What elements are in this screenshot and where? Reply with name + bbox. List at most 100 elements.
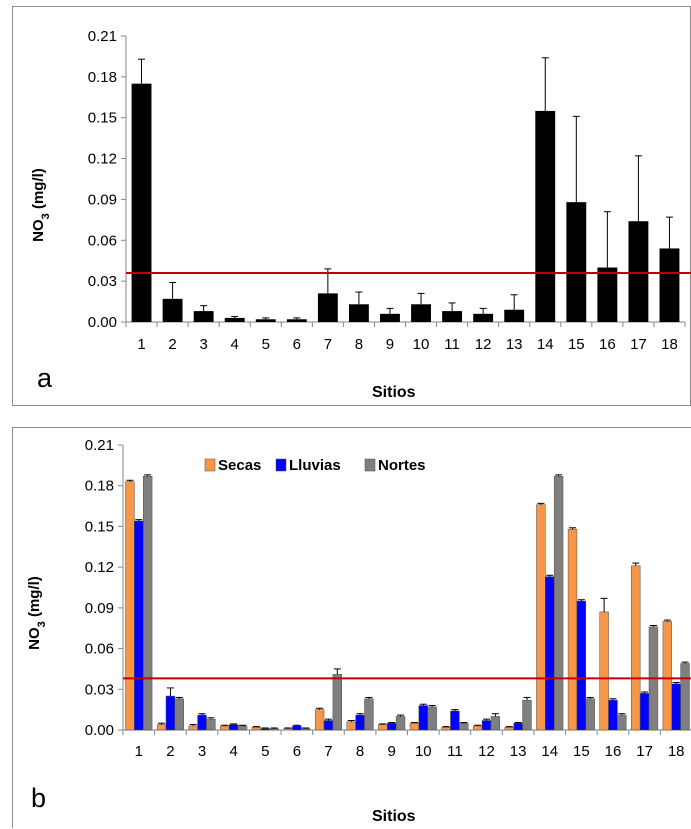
legend-label-secas: Secas <box>218 457 261 474</box>
legend-label-nortes: Nortes <box>378 457 426 474</box>
x-tick-label: 6 <box>293 336 301 353</box>
x-tick-label: 4 <box>229 743 237 760</box>
bar-lluvias <box>228 724 239 731</box>
x-tick-label: 2 <box>168 336 176 353</box>
bar-nortes <box>364 698 374 731</box>
x-tick-label: 7 <box>324 336 332 353</box>
bar-nortes <box>206 718 216 731</box>
bar-secas <box>441 727 451 731</box>
bar-secas <box>536 504 546 731</box>
x-tick-label: 3 <box>198 743 206 760</box>
x-tick-label: 12 <box>475 336 492 353</box>
bar-series <box>504 309 525 322</box>
bar-lluvias <box>513 722 523 731</box>
x-tick-label: 18 <box>661 336 678 353</box>
panel-label-a: a <box>37 363 53 393</box>
bar-series <box>659 248 680 322</box>
bar-series <box>411 304 431 322</box>
bar-nortes <box>174 698 184 731</box>
y-tick-label: 0.18 <box>85 478 114 495</box>
x-tick-label: 5 <box>261 743 269 760</box>
y-axis-title: NO3 (mg/l) <box>26 576 48 650</box>
y-tick-label: 0.00 <box>85 722 114 739</box>
bar-nortes <box>490 716 501 731</box>
bar-nortes <box>332 674 342 731</box>
x-tick-label: 12 <box>478 743 495 760</box>
y-tick-label: 0.18 <box>88 69 117 86</box>
x-tick-label: 17 <box>630 336 647 353</box>
x-tick-label: 15 <box>568 336 585 353</box>
bar-series <box>473 313 494 322</box>
x-tick-label: 8 <box>356 743 364 760</box>
x-tick-label: 9 <box>388 743 396 760</box>
bar-secas <box>599 611 609 731</box>
bar-lluvias <box>481 720 492 731</box>
legend-swatch-nortes <box>364 458 376 472</box>
x-tick-label: 18 <box>668 743 685 760</box>
y-tick-label: 0.15 <box>88 110 117 127</box>
bar-series <box>628 221 649 322</box>
chart-panel-a: 0.00 0.03 0.06 0.09 0.12 0.15 0.18 0.21 1 2 3 4 5 6 7 8… <box>12 6 691 406</box>
bar-nortes <box>585 698 595 731</box>
x-tick-label: 16 <box>605 743 622 760</box>
bar-lluvias <box>197 714 207 731</box>
bar-lluvias <box>165 695 176 731</box>
y-tick-label: 0.15 <box>85 518 114 535</box>
legend-swatch-secas <box>204 458 216 472</box>
bar-series <box>597 267 618 322</box>
bar-series <box>442 311 463 322</box>
x-tick-label: 1 <box>135 743 143 760</box>
bar-secas <box>567 528 578 731</box>
x-tick-label: 4 <box>231 336 239 353</box>
panel-label-b: b <box>31 783 47 813</box>
bar-chart-b: 0.000.030.060.090.120.150.180.211 2 3 4 5 6 7 8… <box>26 437 691 760</box>
bar-secas <box>504 727 514 731</box>
x-tick-label: 9 <box>386 336 394 353</box>
legend-swatch-lluvias <box>275 458 287 472</box>
x-tick-label: 11 <box>447 743 463 760</box>
bar-series <box>224 317 245 322</box>
x-tick-label: 13 <box>506 336 523 353</box>
bar-nortes <box>301 728 311 731</box>
x-tick-label: 8 <box>355 336 363 353</box>
bar-lluvias <box>608 699 618 731</box>
bar-lluvias <box>639 693 650 731</box>
y-axis-title: NO3 (mg/l) <box>30 168 52 242</box>
bar-nortes <box>237 725 248 731</box>
x-axis-title-b: Sitios <box>372 808 416 825</box>
bar-lluvias <box>355 714 365 731</box>
y-tick-label: 0.03 <box>85 681 114 698</box>
bar-nortes <box>142 475 153 731</box>
bar-lluvias <box>260 728 270 731</box>
x-tick-label: 7 <box>324 743 332 760</box>
bar-secas <box>662 621 673 731</box>
bar-series <box>566 202 587 322</box>
x-tick-label: 6 <box>293 743 301 760</box>
bar-lluvias <box>418 705 428 731</box>
x-tick-label: 5 <box>262 336 270 353</box>
bar-lluvias <box>292 725 302 731</box>
bar-lluvias <box>323 720 334 731</box>
bar-secas <box>631 565 641 731</box>
bar-nortes <box>680 663 690 731</box>
x-tick-label: 14 <box>541 743 558 760</box>
bar-lluvias <box>576 600 587 731</box>
x-tick-label: 1 <box>137 336 145 353</box>
bar-nortes <box>395 716 406 731</box>
x-tick-label: 3 <box>199 336 207 353</box>
x-tick-label: 2 <box>166 743 174 760</box>
y-tick-label: 0.09 <box>85 600 114 617</box>
y-tick-label: 0.21 <box>85 437 114 454</box>
y-tick-label: 0.06 <box>85 641 114 658</box>
bar-secas <box>378 724 388 731</box>
bar-series <box>317 293 338 322</box>
x-tick-label: 17 <box>636 743 653 760</box>
bar-series <box>162 298 183 322</box>
bar-secas <box>473 725 483 731</box>
bar-series <box>255 319 276 322</box>
bar-secas <box>188 725 198 731</box>
x-tick-label: 16 <box>599 336 616 353</box>
y-tick-label: 0.09 <box>88 191 117 208</box>
x-tick-label: 13 <box>510 743 527 760</box>
bar-series <box>380 313 400 322</box>
